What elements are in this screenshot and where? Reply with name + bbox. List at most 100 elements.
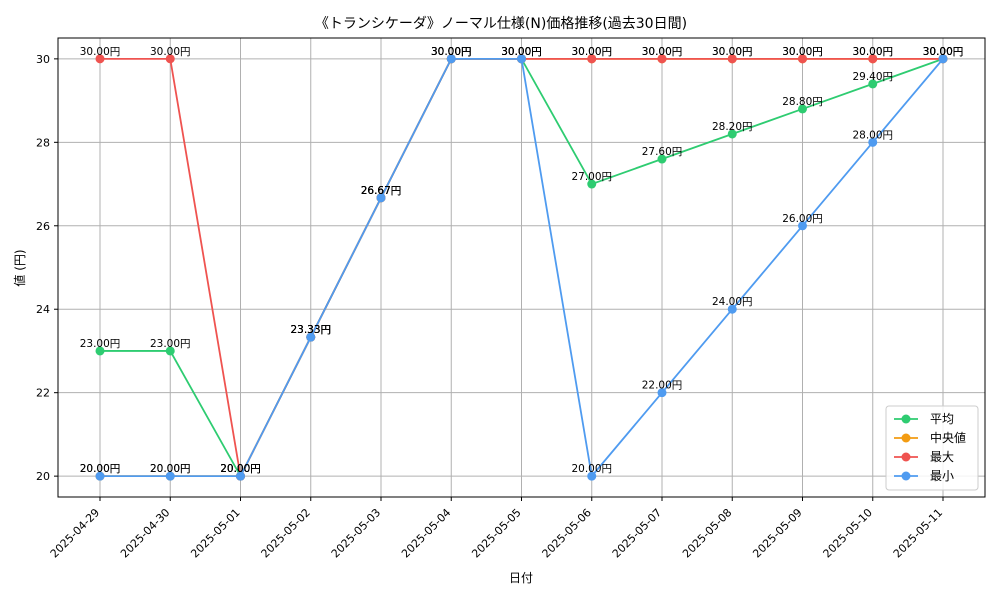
data-point [657,388,667,398]
data-label: 26.67円 [361,185,402,197]
data-label: 30.00円 [642,46,683,58]
x-tick-label: 2025-05-07 [610,506,664,560]
data-label: 20.00円 [220,463,261,475]
data-label: 23.00円 [150,338,191,350]
data-label: 20.00円 [80,463,121,475]
data-label: 26.00円 [782,213,823,225]
data-point [376,193,386,203]
data-point [868,54,878,64]
data-label: 26.67円 [361,185,402,197]
x-tick-label: 2025-05-04 [399,506,453,560]
data-label: 30.00円 [852,46,893,58]
data-label: 20.00円 [220,463,261,475]
data-label: 23.33円 [290,324,331,336]
data-label: 24.00円 [712,296,753,308]
data-label: 29.40円 [852,71,893,83]
data-point [165,346,175,356]
data-label: 20.00円 [220,463,261,475]
data-label: 27.00円 [571,171,612,183]
x-tick-label: 2025-05-02 [259,506,313,560]
data-point [587,471,597,481]
data-label: 30.00円 [571,46,612,58]
data-label: 30.00円 [431,46,472,58]
data-label: 26.67円 [361,185,402,197]
data-point [95,346,105,356]
data-labels: 23.00円 23.00円 20.00円 23.33円 26.67円 30.00円 30.0… [80,46,964,475]
grid [58,38,985,497]
data-point [798,104,807,114]
legend-frame [885,405,979,491]
x-tick-label: 2025-05-09 [750,506,804,560]
x-tick-label: 2025-05-08 [680,506,734,560]
data-label: 30.00円 [712,46,753,58]
data-point [306,332,316,342]
data-label: 30.00円 [923,46,964,58]
data-point [517,54,526,64]
data-label: 28.00円 [852,129,893,141]
data-label: 30.00円 [923,46,964,58]
y-tick-label: 30 [36,53,50,66]
data-label: 30.00円 [80,46,121,58]
y-tick-label: 26 [36,220,50,233]
y-tick-label: 28 [36,136,50,149]
legend-label: 平均 [930,412,954,426]
data-point [727,54,737,64]
y-tick-label: 24 [36,303,50,316]
data-label: 20.00円 [571,463,612,475]
x-tick-label: 2025-05-06 [540,506,594,560]
data-label: 30.00円 [852,46,893,58]
x-tick-label: 2025-05-11 [891,506,945,560]
x-tick-label: 2025-05-01 [188,506,242,560]
data-label: 20.00円 [80,463,121,475]
data-label: 30.00円 [431,46,472,58]
series [95,54,948,481]
data-point [95,54,105,64]
data-label: 30.00円 [782,46,823,58]
data-label: 30.00円 [150,46,191,58]
chart-title: 《トランシケーダ》ノーマル仕様(N)価格推移(過去30日間) [315,16,687,32]
data-point [587,179,597,189]
data-point [727,304,737,314]
legend-marker [901,452,911,462]
data-label: 30.00円 [501,46,542,58]
data-label: 30.00円 [712,46,753,58]
data-label: 30.00円 [642,46,683,58]
axis-ticks: 2025-04-29 2025-04-30 2025-05-01 2025-05-02… [36,53,945,561]
y-tick-label: 22 [36,387,50,400]
data-point [727,129,737,139]
y-axis-label: 値 (円) [12,249,27,286]
data-point [868,137,878,147]
data-label: 23.33円 [290,324,331,336]
legend-marker [901,414,911,424]
data-point [236,471,245,481]
data-label: 30.00円 [501,46,542,58]
data-label: 30.00円 [501,46,542,58]
data-label: 23.33円 [290,324,331,336]
data-point [587,54,597,64]
data-label: 30.00円 [571,46,612,58]
data-label: 30.00円 [431,46,472,58]
data-label: 28.80円 [782,96,823,108]
x-tick-label: 2025-05-05 [469,506,523,560]
legend-marker [901,471,911,481]
data-label: 26.67円 [361,185,402,197]
data-point [657,54,667,64]
legend-marker [901,433,911,443]
data-label: 30.00円 [501,46,542,58]
data-label: 30.00円 [923,46,964,58]
data-label: 20.00円 [150,463,191,475]
data-label: 27.60円 [642,146,683,158]
legend-label: 最小 [930,469,954,483]
data-point [868,79,878,89]
data-label: 30.00円 [923,46,964,58]
data-label: 30.00円 [782,46,823,58]
data-label: 22.00円 [642,380,683,392]
data-label: 20.00円 [220,463,261,475]
x-axis-label: 日付 [509,571,533,585]
data-point [165,54,175,64]
data-point [657,154,667,164]
legend-label: 中央値 [930,430,966,445]
y-tick-label: 20 [36,470,50,483]
